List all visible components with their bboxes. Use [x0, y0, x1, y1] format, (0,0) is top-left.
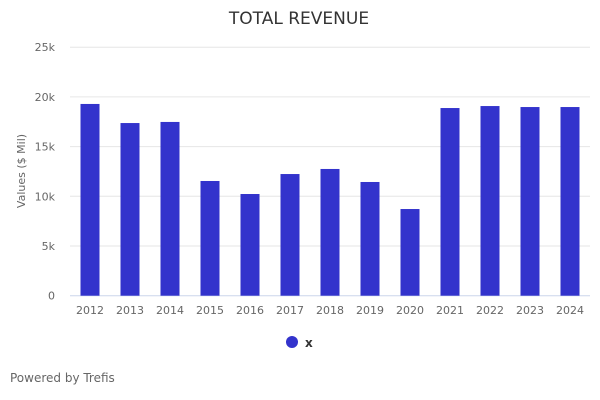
y-tick-label: 25k — [35, 41, 56, 54]
x-tick-label: 2021 — [436, 304, 464, 317]
legend-marker — [286, 336, 298, 348]
y-tick-label: 0 — [48, 290, 55, 303]
x-tick-label: 2024 — [556, 304, 584, 317]
legend[interactable]: x — [286, 336, 313, 350]
y-tick-label: 5k — [42, 240, 56, 253]
bar-2015 — [200, 180, 220, 296]
chart-title: TOTAL REVENUE — [228, 9, 369, 29]
bar-2016 — [240, 194, 260, 296]
y-tick-label: 15k — [35, 141, 56, 154]
y-tick-label: 20k — [35, 91, 56, 104]
x-tick-label: 2017 — [276, 304, 304, 317]
x-tick-label: 2022 — [476, 304, 504, 317]
y-axis-label: Values ($ Mil) — [15, 134, 28, 208]
x-tick-label: 2016 — [236, 304, 264, 317]
y-tick-label: 10k — [35, 190, 56, 203]
bar-2019 — [360, 181, 380, 296]
bar-2023 — [520, 107, 540, 296]
bar-2022 — [480, 106, 500, 296]
legend-label[interactable]: x — [305, 336, 313, 350]
bar-2024 — [560, 107, 580, 296]
x-tick-label: 2013 — [116, 304, 144, 317]
bar-2014 — [160, 121, 180, 296]
powered-by-credit: Powered by Trefis — [10, 371, 115, 385]
bar-2018 — [320, 168, 340, 296]
bar-2020 — [400, 209, 420, 296]
x-tick-label: 2023 — [516, 304, 544, 317]
x-tick-label: 2012 — [76, 304, 104, 317]
x-tick-label: 2014 — [156, 304, 184, 317]
x-tick-label: 2015 — [196, 304, 224, 317]
bar-2021 — [440, 108, 460, 296]
x-tick-label: 2018 — [316, 304, 344, 317]
bar-2013 — [120, 123, 140, 296]
bar-2012 — [80, 103, 100, 296]
bar-2017 — [280, 174, 300, 296]
x-tick-label: 2019 — [356, 304, 384, 317]
x-tick-label: 2020 — [396, 304, 424, 317]
